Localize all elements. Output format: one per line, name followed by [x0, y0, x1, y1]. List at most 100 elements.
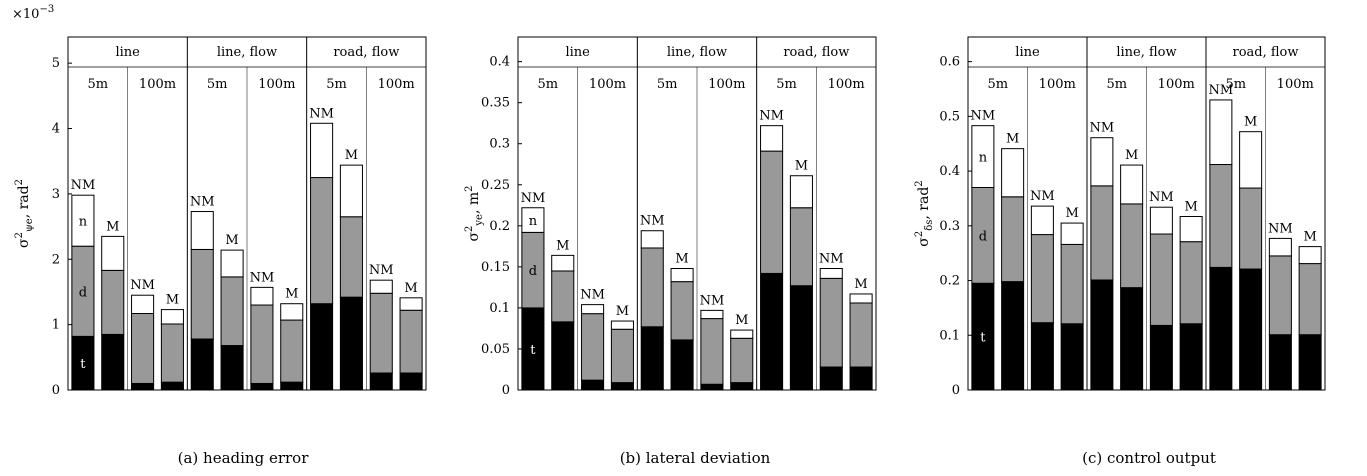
bar-label: NM — [521, 191, 546, 206]
subgroup-label: 5m — [1106, 77, 1127, 92]
y-axis-label-part: σ — [916, 237, 932, 247]
bar-label: NM — [759, 109, 784, 124]
group-label: line, flow — [217, 45, 277, 60]
group-label: road, flow — [1232, 45, 1298, 60]
y-tick-label: 0.15 — [481, 260, 510, 275]
bar-label: M — [795, 159, 808, 174]
y-axis-label-part: σ — [466, 232, 482, 242]
bar-t-segment — [101, 333, 125, 391]
bar-label: M — [1184, 200, 1197, 215]
y-axis-label-part: 2 — [14, 179, 25, 185]
bar-n-segment — [131, 294, 155, 315]
bar-label: M — [675, 252, 688, 267]
subgroup-label: 100m — [1277, 77, 1314, 92]
bar-t-segment — [730, 382, 754, 391]
bar-n-segment — [1209, 99, 1233, 166]
y-axis-label-part: , m — [466, 192, 482, 214]
y-axis-label-part: , rad — [916, 187, 932, 220]
panel-caption: (a) heading error — [178, 449, 310, 467]
bar-d-segment — [250, 304, 274, 384]
bar-d-segment — [1239, 187, 1263, 270]
y-tick-label: 0.35 — [481, 96, 510, 111]
bar-t-segment — [670, 339, 694, 391]
bar-t-segment — [700, 383, 724, 391]
panel-caption: (c) control output — [1082, 449, 1216, 467]
bar-n-segment — [551, 254, 575, 272]
bar-n-segment — [1060, 222, 1084, 245]
bar-label: M — [285, 287, 298, 302]
bar-label: NM — [309, 106, 334, 121]
y-axis-label: σ2ye, m2 — [464, 185, 485, 241]
bar-label: M — [1244, 115, 1257, 130]
bar-n-segment — [789, 175, 813, 209]
bar-label: NM — [369, 263, 394, 278]
subgroup-label: 100m — [708, 77, 745, 92]
y-tick-label: 1 — [52, 318, 60, 333]
bar-d-segment — [610, 328, 634, 384]
bar-t-segment — [551, 321, 575, 391]
panel-control-output: 0 0.1 0.2 0.3 0.4 0.5 0.6 line 5m 100m line, flow 5… — [914, 36, 1326, 467]
bar-t-segment — [849, 366, 873, 391]
bar-t-segment — [789, 285, 813, 391]
bar-label: NM — [190, 195, 215, 210]
segment-label: t — [530, 343, 536, 358]
subgroup-label: 5m — [657, 77, 678, 92]
bar-label: NM — [1090, 121, 1115, 136]
bar-n-segment — [399, 297, 423, 311]
group-label: line — [1015, 45, 1040, 60]
bar-n-segment — [1001, 148, 1025, 198]
group-label: line, flow — [667, 45, 727, 60]
segment-label: d — [529, 264, 537, 279]
bar-t-segment — [1060, 323, 1084, 391]
bar-t-segment — [1298, 334, 1322, 391]
bar-n-segment — [1030, 205, 1054, 236]
bar-n-segment — [280, 303, 304, 321]
bar-t-segment — [610, 382, 634, 391]
y-tick-label: 0.1 — [489, 301, 510, 316]
subgroup-label: 5m — [987, 77, 1008, 92]
bar-n-segment — [1268, 237, 1292, 257]
bar-d-segment — [399, 309, 423, 374]
bar-label: M — [345, 148, 358, 163]
bar-label: M — [556, 238, 569, 253]
bar-t-segment — [760, 272, 784, 391]
bar-label: M — [854, 277, 867, 292]
bar-n-segment — [700, 309, 724, 320]
segment-label: t — [80, 357, 86, 372]
bar-n-segment — [971, 125, 995, 189]
segment-label: t — [980, 331, 986, 346]
bar-t-segment — [250, 382, 274, 391]
bar-n-segment — [730, 329, 754, 339]
y-axis-label-part: ψe — [24, 218, 35, 232]
bar-n-segment — [220, 249, 244, 278]
bar-label: NM — [250, 270, 275, 285]
bar-d-segment — [131, 313, 155, 384]
bar-t-segment — [1209, 266, 1233, 391]
bar-d-segment — [551, 270, 575, 323]
y-tick-label: 0.4 — [939, 164, 960, 179]
bar-n-segment — [1298, 246, 1322, 265]
scale-factor-base: ×10 — [12, 7, 39, 22]
bar-d-segment — [190, 248, 214, 340]
y-axis-label-part: ye — [474, 214, 485, 227]
bar-d-segment — [1060, 243, 1084, 325]
y-axis-label-part: , rad — [16, 185, 32, 218]
bar-t-segment — [1149, 324, 1173, 391]
y-axis-label-part: 2 — [914, 231, 925, 237]
subgroup-label: 100m — [378, 77, 415, 92]
y-tick-label: 0.6 — [939, 55, 960, 70]
y-axis-label-part: 2 — [14, 232, 25, 238]
bar-t-segment — [399, 372, 423, 391]
bar-label: NM — [1149, 190, 1174, 205]
bar-n-segment — [310, 122, 334, 179]
bar-label: M — [1125, 148, 1138, 163]
y-axis-label: σ2δs, rad2 — [914, 180, 935, 246]
bar-d-segment — [1268, 255, 1292, 336]
bar-n-segment — [1120, 164, 1144, 205]
subgroup-label: 5m — [1225, 77, 1246, 92]
group-label: road, flow — [333, 45, 399, 60]
bar-d-segment — [1298, 263, 1322, 336]
bar-d-segment — [339, 216, 363, 298]
bar-t-segment — [190, 338, 214, 391]
bar-n-segment — [610, 320, 634, 330]
